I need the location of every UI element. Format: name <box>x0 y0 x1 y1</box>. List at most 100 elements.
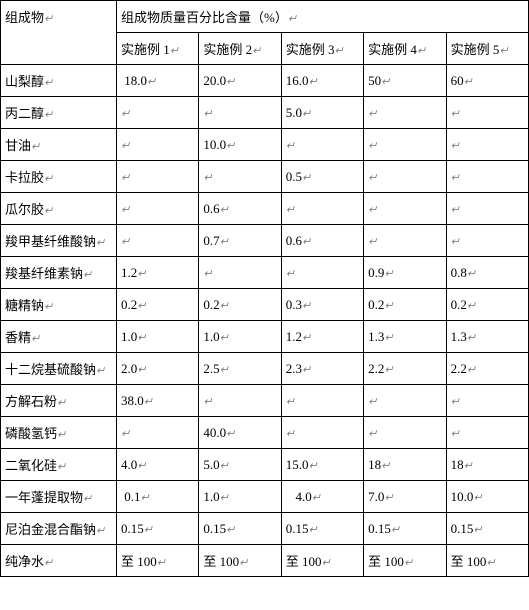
paragraph-marker: ↵ <box>170 45 179 57</box>
data-cell: 0.15↵ <box>281 513 363 545</box>
paragraph-marker: ↵ <box>44 557 53 569</box>
row-label: 卡拉胶↵ <box>1 161 117 193</box>
paragraph-marker: ↵ <box>44 13 53 25</box>
data-cell: 18.0↵ <box>117 65 199 97</box>
paragraph-marker: ↵ <box>451 204 460 216</box>
paragraph-marker: ↵ <box>31 141 40 153</box>
data-cell: 1.3↵ <box>364 321 446 353</box>
data-cell: 至 100↵ <box>199 545 281 577</box>
data-cell: ↵ <box>364 225 446 257</box>
paragraph-marker: ↵ <box>44 77 53 89</box>
paragraph-marker: ↵ <box>252 45 261 57</box>
data-cell: 20.0↵ <box>199 65 281 97</box>
paragraph-marker: ↵ <box>473 524 482 536</box>
table-row: 羧甲基纤维酸钠↵↵0.7↵0.6↵↵↵ <box>1 225 529 257</box>
paragraph-marker: ↵ <box>467 364 476 376</box>
data-cell: 38.0↵ <box>117 385 199 417</box>
data-cell: 4.0↵ <box>281 481 363 513</box>
paragraph-marker: ↵ <box>384 268 393 280</box>
data-cell: ↵ <box>364 161 446 193</box>
data-cell: ↵ <box>446 417 528 449</box>
paragraph-marker: ↵ <box>302 300 311 312</box>
data-cell: ↵ <box>199 385 281 417</box>
table-row: 山梨醇↵ 18.0↵20.0↵16.0↵50↵60↵ <box>1 65 529 97</box>
table-row: 甘油↵↵10.0↵↵↵↵ <box>1 129 529 161</box>
paragraph-marker: ↵ <box>83 269 92 281</box>
column-header-2: 实施例 3↵ <box>281 33 363 65</box>
paragraph-marker: ↵ <box>239 557 248 569</box>
data-cell: 2.3↵ <box>281 353 363 385</box>
paragraph-marker: ↵ <box>137 300 146 312</box>
data-cell: 1.0↵ <box>199 321 281 353</box>
paragraph-marker: ↵ <box>157 557 166 569</box>
data-cell: 至 100↵ <box>364 545 446 577</box>
data-cell: ↵ <box>199 257 281 289</box>
data-cell: 1.3↵ <box>446 321 528 353</box>
paragraph-marker: ↵ <box>57 461 66 473</box>
table-row: 纯净水↵至 100↵至 100↵至 100↵至 100↵至 100↵ <box>1 545 529 577</box>
paragraph-marker: ↵ <box>83 493 92 505</box>
paragraph-marker: ↵ <box>96 237 105 249</box>
paragraph-marker: ↵ <box>203 268 212 280</box>
table-row: 方解石粉↵38.0↵↵↵↵↵ <box>1 385 529 417</box>
paragraph-marker: ↵ <box>391 524 400 536</box>
paragraph-marker: ↵ <box>309 460 318 472</box>
paragraph-marker: ↵ <box>226 76 235 88</box>
column-header-3: 实施例 4↵ <box>364 33 446 65</box>
paragraph-marker: ↵ <box>464 76 473 88</box>
data-cell: 0.7↵ <box>199 225 281 257</box>
paragraph-marker: ↵ <box>335 45 344 57</box>
paragraph-marker: ↵ <box>96 365 105 377</box>
table-row: 丙二醇↵↵↵5.0↵↵↵ <box>1 97 529 129</box>
paragraph-marker: ↵ <box>302 364 311 376</box>
paragraph-marker: ↵ <box>220 332 229 344</box>
data-cell: ↵ <box>199 161 281 193</box>
paragraph-marker: ↵ <box>144 524 153 536</box>
table-row: 二氧化硅↵4.0↵5.0↵15.0↵18↵18↵ <box>1 449 529 481</box>
paragraph-marker: ↵ <box>368 204 377 216</box>
row-label: 羧基纤维素钠↵ <box>1 257 117 289</box>
paragraph-marker: ↵ <box>137 268 146 280</box>
paragraph-marker: ↵ <box>309 524 318 536</box>
data-cell: 5.0↵ <box>199 449 281 481</box>
table-row: 一年蓬提取物↵ 0.1↵1.0↵ 4.0↵7.0↵10.0↵ <box>1 481 529 513</box>
data-cell: ↵ <box>446 385 528 417</box>
data-cell: ↵ <box>117 97 199 129</box>
data-cell: 40.0↵ <box>199 417 281 449</box>
paragraph-marker: ↵ <box>499 45 508 57</box>
data-cell: ↵ <box>446 225 528 257</box>
paragraph-marker: ↵ <box>384 364 393 376</box>
data-cell: 16.0↵ <box>281 65 363 97</box>
paragraph-marker: ↵ <box>381 460 390 472</box>
data-cell: ↵ <box>117 129 199 161</box>
data-cell: 2.0↵ <box>117 353 199 385</box>
paragraph-marker: ↵ <box>368 108 377 120</box>
data-cell: ↵ <box>281 385 363 417</box>
data-cell: 15.0↵ <box>281 449 363 481</box>
data-cell: ↵ <box>364 385 446 417</box>
data-cell: 1.2↵ <box>281 321 363 353</box>
row-label: 尼泊金混合酯钠↵ <box>1 513 117 545</box>
data-cell: 至 100↵ <box>281 545 363 577</box>
paragraph-marker: ↵ <box>322 557 331 569</box>
table-row: 卡拉胶↵↵↵0.5↵↵↵ <box>1 161 529 193</box>
paragraph-marker: ↵ <box>404 557 413 569</box>
data-cell: 7.0↵ <box>364 481 446 513</box>
paragraph-marker: ↵ <box>121 236 130 248</box>
paragraph-marker: ↵ <box>384 332 393 344</box>
data-cell: 至 100↵ <box>117 545 199 577</box>
data-cell: ↵ <box>364 129 446 161</box>
paragraph-marker: ↵ <box>309 76 318 88</box>
data-cell: 0.2↵ <box>117 289 199 321</box>
paragraph-marker: ↵ <box>473 492 482 504</box>
data-cell: 0.15↵ <box>117 513 199 545</box>
composition-table: 组成物↵组成物质量百分比含量（%）↵实施例 1↵实施例 2↵实施例 3↵实施例 … <box>0 0 529 577</box>
data-cell: 5.0↵ <box>281 97 363 129</box>
paragraph-marker: ↵ <box>121 140 130 152</box>
data-cell: 18↵ <box>446 449 528 481</box>
paragraph-marker: ↵ <box>44 205 53 217</box>
paragraph-marker: ↵ <box>220 492 229 504</box>
data-cell: ↵ <box>281 193 363 225</box>
row-label: 磷酸氢钙↵ <box>1 417 117 449</box>
data-cell: 0.2↵ <box>446 289 528 321</box>
